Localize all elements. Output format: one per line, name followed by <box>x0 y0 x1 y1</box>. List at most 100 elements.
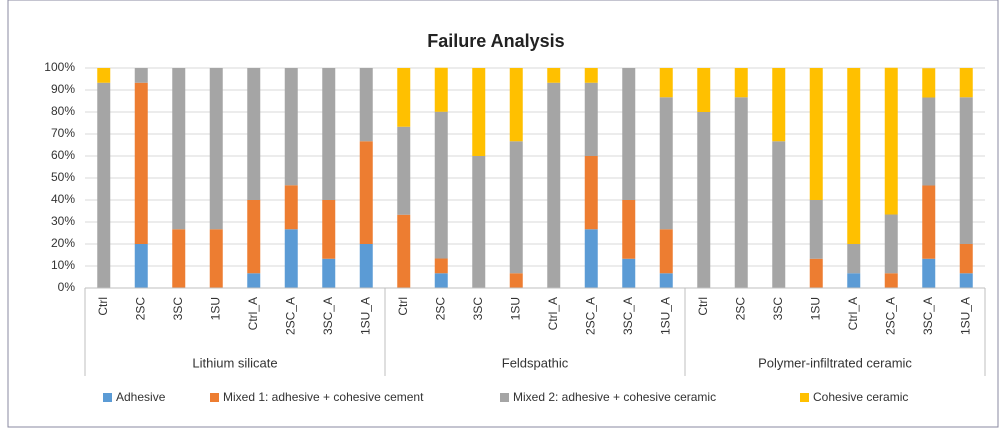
bar-segment <box>584 68 598 83</box>
bar-segment <box>434 111 448 259</box>
bar-segment <box>247 200 261 274</box>
x-tick-label: 1SU_A <box>358 297 372 335</box>
chart-title: Failure Analysis <box>427 31 564 51</box>
bar-segment <box>697 68 711 112</box>
bar-segment <box>209 229 223 288</box>
bar-segment <box>959 68 973 98</box>
y-tick-label: 80% <box>51 104 75 118</box>
bar-segment <box>772 141 786 288</box>
bar-segment <box>359 141 373 244</box>
x-tick-label: Ctrl_A <box>546 297 560 330</box>
bar-segment <box>284 185 298 230</box>
bar-segment <box>734 97 748 288</box>
x-tick-label: 3SC_A <box>921 297 935 335</box>
y-tick-label: 0% <box>58 280 76 294</box>
bar-segment <box>659 68 673 98</box>
bar-segment <box>734 68 748 98</box>
bar-segment <box>959 97 973 244</box>
x-tick-label: 3SC <box>471 297 485 321</box>
bar-segment <box>959 273 973 288</box>
bar-segment <box>284 68 298 186</box>
x-tick-label: 2SC_A <box>883 297 897 335</box>
y-tick-label: 60% <box>51 148 75 162</box>
x-tick-label: Ctrl <box>96 297 110 316</box>
x-tick-label: Ctrl_A <box>246 297 260 330</box>
bar-segment <box>397 214 411 288</box>
bar-segment <box>922 68 936 98</box>
bar-segment <box>97 82 111 289</box>
bar-segment <box>884 67 898 215</box>
x-tick-label: Ctrl <box>696 297 710 316</box>
y-tick-label: 30% <box>51 214 75 228</box>
bar-segment <box>322 200 336 259</box>
bar-segment <box>884 214 898 274</box>
y-tick-label: 50% <box>51 170 75 184</box>
bar-segment <box>134 244 148 288</box>
legend-swatch <box>500 393 509 402</box>
bar-segment <box>172 68 186 230</box>
bar-segment <box>434 273 448 288</box>
x-tick-label: 3SC <box>171 297 185 321</box>
x-tick-label: 1SU <box>508 297 522 320</box>
bar-segment <box>509 273 523 288</box>
x-tick-label: 2SC <box>733 297 747 321</box>
y-tick-label: 40% <box>51 192 75 206</box>
legend-label: Cohesive ceramic <box>813 390 908 404</box>
bar-segment <box>659 97 673 230</box>
bar-segment <box>434 67 448 112</box>
bar-segment <box>472 68 486 156</box>
bar-segment <box>209 68 223 230</box>
bar-segment <box>922 258 936 288</box>
bar-segment <box>284 229 298 288</box>
bar-segment <box>959 244 973 274</box>
bar-segment <box>884 273 898 288</box>
x-tick-label: 1SU <box>808 297 822 320</box>
bar-segment <box>847 273 861 288</box>
x-tick-label: Ctrl_A <box>846 297 860 330</box>
x-tick-label: 2SC <box>133 297 147 321</box>
bar-segment <box>97 68 111 83</box>
group-label: Feldspathic <box>502 355 569 370</box>
x-tick-label: 2SC <box>433 297 447 321</box>
bar-segment <box>922 185 936 259</box>
bar-segment <box>134 68 148 83</box>
bar-segment <box>547 68 561 83</box>
bar-segment <box>247 68 261 200</box>
bar-segment <box>622 258 636 288</box>
bar-segment <box>847 68 861 244</box>
x-tick-label: 2SC_A <box>583 297 597 335</box>
x-tick-label: 1SU_A <box>658 297 672 335</box>
bar-segment <box>922 97 936 186</box>
y-tick-label: 100% <box>44 60 75 74</box>
bar-segment <box>247 273 261 288</box>
x-tick-label: 2SC_A <box>283 297 297 335</box>
bar-segment <box>659 229 673 274</box>
legend-label: Mixed 2: adhesive + cohesive ceramic <box>513 390 716 404</box>
y-tick-label: 90% <box>51 82 75 96</box>
bar-segment <box>622 68 636 200</box>
bar-segment <box>172 229 186 288</box>
x-tick-label: Ctrl <box>396 297 410 316</box>
bar-segment <box>584 82 598 156</box>
bar-segment <box>584 156 598 230</box>
bar-segment <box>772 68 786 142</box>
x-tick-label: 1SU_A <box>958 297 972 335</box>
bar-segment <box>134 82 148 245</box>
bar-segment <box>809 200 823 259</box>
bar-segment <box>509 68 523 142</box>
x-tick-label: 3SC_A <box>321 297 335 335</box>
y-tick-label: 20% <box>51 236 75 250</box>
bar-segment <box>434 258 448 274</box>
bar-segment <box>622 200 636 259</box>
bar-segment <box>397 68 411 127</box>
bar-segment <box>322 68 336 200</box>
x-tick-label: 1SU <box>208 297 222 320</box>
y-tick-label: 70% <box>51 126 75 140</box>
bar-segment <box>847 244 861 274</box>
bar-segment <box>584 229 598 288</box>
legend-label: Adhesive <box>116 390 166 404</box>
bar-segment <box>472 156 486 288</box>
bar-segment <box>697 112 711 288</box>
bar-segment <box>809 258 823 288</box>
